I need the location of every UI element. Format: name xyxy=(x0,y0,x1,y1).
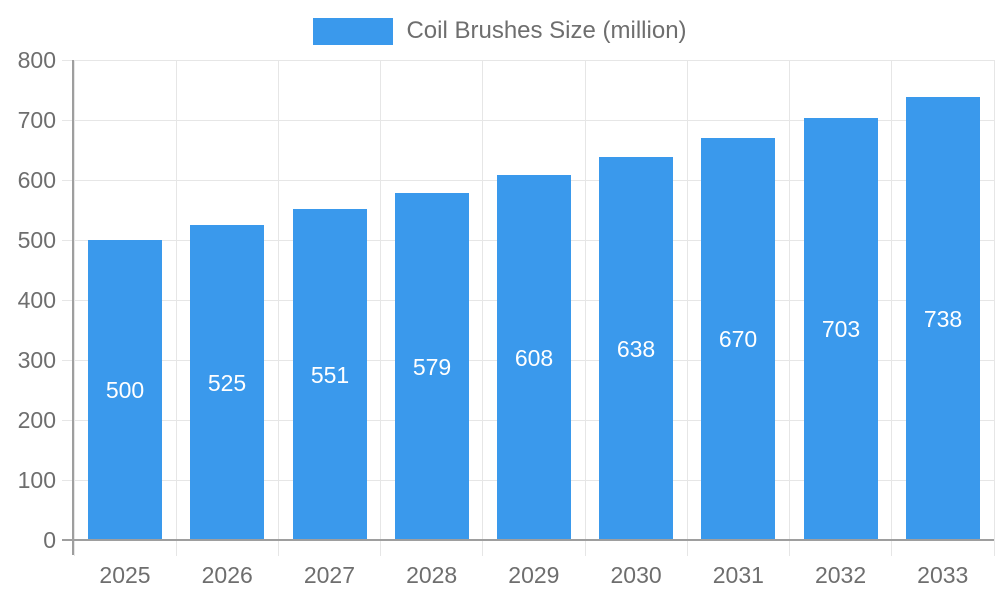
bar-2030 xyxy=(599,157,673,540)
bar-value-label: 551 xyxy=(310,361,350,388)
bar-2025 xyxy=(88,240,162,540)
x-axis-tick-label: 2026 xyxy=(201,562,253,588)
x-gridline xyxy=(380,60,382,556)
x-gridline xyxy=(993,60,995,556)
bar-value-label: 670 xyxy=(718,326,758,352)
bar-2026 xyxy=(190,225,264,540)
y-axis-tick-label: 500 xyxy=(17,227,56,253)
bar-2033 xyxy=(906,97,980,540)
x-axis-tick-label: 2027 xyxy=(303,562,356,588)
y-axis-tick-label: 0 xyxy=(43,527,56,553)
legend: Coil Brushes Size (million) xyxy=(0,14,1000,48)
bar-2029 xyxy=(497,175,571,540)
y-axis-tick-label: 400 xyxy=(17,287,56,313)
legend-swatch-icon xyxy=(313,17,394,45)
bar-value-label: 608 xyxy=(514,344,554,371)
x-gridline xyxy=(482,60,484,556)
x-gridline xyxy=(277,60,279,556)
legend-item[interactable]: Coil Brushes Size (million) xyxy=(313,17,687,45)
x-gridline xyxy=(789,60,791,556)
x-axis-tick-label: 2031 xyxy=(712,562,764,588)
x-axis-tick-label: 2033 xyxy=(917,562,969,588)
y-axis-tick-label: 100 xyxy=(17,467,56,493)
bar-value-label: 500 xyxy=(105,377,145,403)
y-gridline xyxy=(62,59,994,61)
x-axis-tick-label: 2030 xyxy=(610,562,662,588)
x-gridline xyxy=(73,60,75,556)
y-gridline xyxy=(62,119,994,121)
bar-2027 xyxy=(293,209,367,540)
bar-2031 xyxy=(701,138,775,540)
x-gridline xyxy=(584,60,586,556)
x-axis-tick-label: 2029 xyxy=(508,562,560,588)
bar-value-label: 525 xyxy=(207,369,247,396)
y-axis-tick-label: 700 xyxy=(17,107,56,133)
bar-2028 xyxy=(395,193,469,540)
bar-value-label: 579 xyxy=(412,353,452,380)
x-gridline xyxy=(175,60,177,556)
x-axis-tick-label: 2032 xyxy=(814,562,867,588)
bar-value-label: 638 xyxy=(616,335,656,362)
bar-value-label: 703 xyxy=(821,316,861,342)
bar-2032 xyxy=(804,118,878,540)
y-axis-line xyxy=(72,60,74,555)
y-axis-tick-label: 200 xyxy=(17,407,56,433)
y-axis-tick-label: 300 xyxy=(17,347,56,373)
x-axis-tick-label: 2028 xyxy=(406,562,458,588)
x-gridline xyxy=(891,60,893,556)
x-axis-tick-label: 2025 xyxy=(99,562,151,588)
y-axis-tick-label: 800 xyxy=(17,47,56,73)
legend-label: Coil Brushes Size (million) xyxy=(406,17,687,44)
x-gridline xyxy=(686,60,688,556)
bar-value-label: 738 xyxy=(923,305,963,332)
x-axis-line xyxy=(62,539,994,541)
y-axis-tick-label: 600 xyxy=(17,167,56,193)
